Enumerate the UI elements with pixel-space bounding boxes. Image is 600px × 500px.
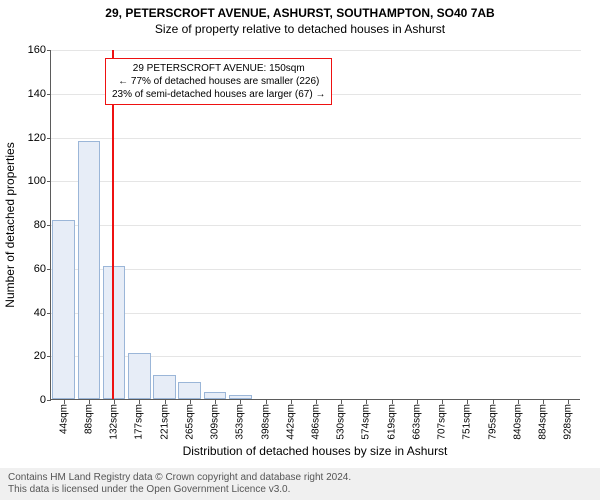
x-tick-label: 840sqm xyxy=(512,404,523,440)
bar xyxy=(52,220,75,399)
x-tick-label: 132sqm xyxy=(109,404,120,440)
bar xyxy=(153,375,176,399)
x-tick-label: 663sqm xyxy=(411,404,422,440)
footer-attribution: Contains HM Land Registry data © Crown c… xyxy=(0,468,600,500)
bar xyxy=(178,382,201,400)
y-tick-label: 80 xyxy=(16,219,46,231)
bar xyxy=(103,266,126,399)
x-tick-label: 398sqm xyxy=(260,404,271,440)
gridline xyxy=(51,313,581,314)
x-tick-label: 795sqm xyxy=(487,404,498,440)
y-tick-label: 140 xyxy=(16,88,46,100)
footer-line-2: This data is licensed under the Open Gov… xyxy=(8,484,592,496)
annotation-line: ← 77% of detached houses are smaller (22… xyxy=(112,75,325,88)
y-tick-mark xyxy=(47,313,51,314)
x-tick-label: 44sqm xyxy=(58,404,69,434)
x-tick-label: 442sqm xyxy=(285,404,296,440)
x-tick-label: 309sqm xyxy=(210,404,221,440)
x-tick-label: 265sqm xyxy=(184,404,195,440)
y-tick-mark xyxy=(47,356,51,357)
gridline xyxy=(51,50,581,51)
bar xyxy=(78,141,101,399)
y-tick-label: 40 xyxy=(16,307,46,319)
gridline xyxy=(51,181,581,182)
x-tick-label: 574sqm xyxy=(361,404,372,440)
y-tick-mark xyxy=(47,181,51,182)
y-tick-mark xyxy=(47,225,51,226)
gridline xyxy=(51,269,581,270)
x-tick-label: 177sqm xyxy=(134,404,145,440)
x-tick-label: 884sqm xyxy=(538,404,549,440)
y-tick-label: 20 xyxy=(16,350,46,362)
chart-area: Number of detached properties 0204060801… xyxy=(50,50,580,400)
y-axis-label: Number of detached properties xyxy=(3,142,17,307)
x-tick-label: 88sqm xyxy=(83,404,94,434)
page-title-main: 29, PETERSCROFT AVENUE, ASHURST, SOUTHAM… xyxy=(0,0,600,20)
y-tick-mark xyxy=(47,400,51,401)
annotation-line: 29 PETERSCROFT AVENUE: 150sqm xyxy=(112,62,325,75)
x-tick-label: 353sqm xyxy=(235,404,246,440)
y-tick-mark xyxy=(47,138,51,139)
x-tick-label: 707sqm xyxy=(437,404,448,440)
y-tick-mark xyxy=(47,50,51,51)
x-tick-label: 221sqm xyxy=(159,404,170,440)
y-tick-mark xyxy=(47,94,51,95)
y-tick-label: 120 xyxy=(16,132,46,144)
y-tick-label: 160 xyxy=(16,44,46,56)
footer-line-1: Contains HM Land Registry data © Crown c… xyxy=(8,472,592,484)
y-tick-label: 60 xyxy=(16,263,46,275)
y-tick-label: 100 xyxy=(16,175,46,187)
page-title-sub: Size of property relative to detached ho… xyxy=(0,20,600,36)
x-tick-label: 619sqm xyxy=(386,404,397,440)
annotation-line: 23% of semi-detached houses are larger (… xyxy=(112,88,325,101)
gridline xyxy=(51,225,581,226)
y-tick-label: 0 xyxy=(16,394,46,406)
x-tick-label: 928sqm xyxy=(563,404,574,440)
bar xyxy=(229,395,252,399)
annotation-box: 29 PETERSCROFT AVENUE: 150sqm← 77% of de… xyxy=(105,58,332,105)
x-tick-label: 486sqm xyxy=(311,404,322,440)
x-axis-label: Distribution of detached houses by size … xyxy=(50,444,580,458)
y-tick-mark xyxy=(47,269,51,270)
bar xyxy=(128,353,151,399)
x-tick-label: 751sqm xyxy=(462,404,473,440)
bar xyxy=(204,392,227,399)
gridline xyxy=(51,138,581,139)
x-tick-label: 530sqm xyxy=(336,404,347,440)
